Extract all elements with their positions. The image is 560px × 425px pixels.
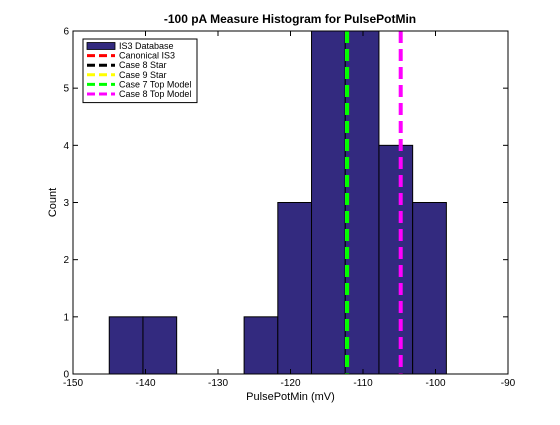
x-tick-label: -140 [135, 378, 155, 389]
chart-title: -100 pA Measure Histogram for PulsePotMi… [164, 12, 416, 26]
y-tick-label: 6 [63, 27, 69, 38]
histogram-bar [109, 317, 143, 374]
histogram-bar [379, 145, 413, 374]
legend-entry-label: IS3 Database [119, 41, 174, 51]
y-tick-label: 0 [63, 370, 69, 381]
x-tick-label: -110 [353, 378, 373, 389]
histogram-bar [345, 31, 379, 374]
x-tick-label: -90 [501, 378, 516, 389]
legend-swatch [87, 43, 115, 50]
y-tick-label: 5 [63, 84, 69, 95]
x-tick-label: -130 [208, 378, 228, 389]
x-axis-label: PulsePotMin (mV) [246, 391, 335, 403]
x-tick-label: -120 [280, 378, 300, 389]
legend-entry-label: Canonical IS3 [119, 51, 175, 61]
y-axis-label: Count [47, 188, 59, 217]
y-tick-label: 4 [63, 141, 69, 152]
y-tick-label: 2 [63, 255, 69, 266]
y-tick-label: 3 [63, 198, 69, 209]
histogram-bar [244, 317, 278, 374]
legend-entry-label: Case 7 Top Model [119, 79, 191, 89]
legend-entry-label: Case 8 Top Model [119, 89, 191, 99]
histogram-bar [413, 203, 447, 375]
histogram-bar [143, 317, 177, 374]
histogram-bar [278, 203, 312, 375]
histogram-bar [312, 31, 346, 374]
y-tick-label: 1 [63, 312, 69, 323]
legend-entry-label: Case 8 Star [119, 60, 167, 70]
x-tick-label: -100 [425, 378, 445, 389]
legend-entry-label: Case 9 Star [119, 70, 167, 80]
